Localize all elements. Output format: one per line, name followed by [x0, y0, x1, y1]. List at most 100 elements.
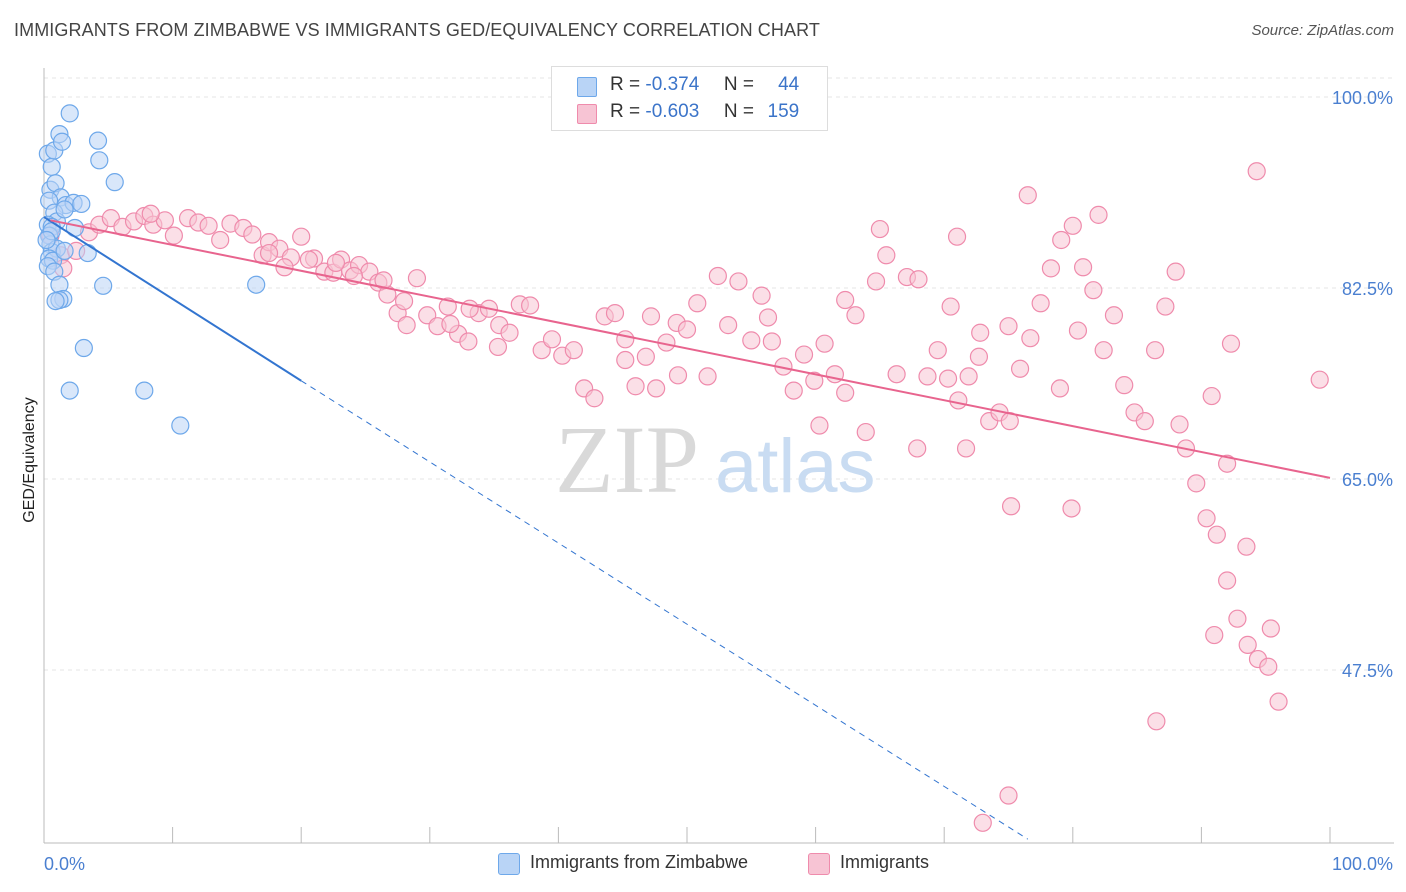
zimbabwe-point	[90, 151, 109, 170]
immigrants-point	[616, 350, 635, 370]
immigrants-point	[973, 813, 992, 832]
immigrants-point	[164, 226, 183, 245]
immigrants-point	[299, 250, 319, 269]
immigrants-point	[1237, 537, 1256, 556]
immigrants-point	[1001, 497, 1021, 516]
immigrants-point	[1238, 635, 1257, 654]
zimbabwe-point	[171, 416, 190, 435]
immigrants-point	[1052, 230, 1071, 250]
r-value: -0.603	[645, 101, 700, 122]
immigrants-point	[784, 381, 803, 400]
immigrants-point	[762, 332, 781, 351]
legend-row-immigrants: R = -0.603 N = 159	[552, 101, 827, 127]
zimbabwe-trend-extension	[300, 380, 1029, 840]
r-label: R =	[610, 101, 641, 122]
immigrants-point	[1031, 294, 1050, 313]
immigrants-point	[1010, 359, 1030, 378]
immigrants-point	[211, 230, 230, 250]
y-tick-label: 47.5%	[1342, 661, 1393, 681]
zimbabwe-point	[55, 200, 74, 219]
chart-title: IMMIGRANTS FROM ZIMBABWE VS IMMIGRANTS G…	[14, 20, 820, 40]
y-tick-label: 100.0%	[1332, 88, 1393, 108]
immigrants-point	[815, 334, 834, 353]
immigrants-point	[641, 307, 661, 326]
immigrants-point	[1218, 454, 1237, 473]
watermark-zip: ZIP	[555, 406, 699, 513]
immigrants-point	[326, 253, 346, 272]
zimbabwe-point	[88, 131, 108, 150]
immigrants-point	[947, 227, 967, 246]
watermark: ZIP atlas	[555, 406, 876, 513]
immigrants-point	[1084, 281, 1103, 300]
immigrants-point	[1146, 341, 1165, 360]
legend-swatch-pink	[577, 104, 597, 124]
immigrants-point	[805, 371, 824, 390]
immigrants-point	[708, 266, 727, 286]
zimbabwe-point	[46, 291, 65, 311]
immigrants-point	[1261, 619, 1280, 638]
immigrants-point	[999, 786, 1018, 805]
immigrants-point	[374, 271, 393, 290]
zimbabwe-point	[42, 157, 61, 176]
immigrants-point	[441, 314, 460, 334]
immigrants-point	[500, 323, 519, 342]
immigrants-point	[394, 291, 414, 311]
zimbabwe-point	[94, 276, 113, 295]
immigrants-point	[1050, 379, 1070, 398]
immigrants-point	[866, 272, 886, 291]
legend-label: Immigrants	[840, 852, 930, 872]
immigrants-point	[908, 439, 927, 458]
immigrants-point	[1073, 258, 1093, 277]
immigrants-point	[141, 204, 160, 223]
gridlines	[44, 77, 1394, 671]
legend-swatch-blue	[498, 853, 520, 875]
series-zimbabwe	[37, 104, 266, 435]
immigrants-point	[1170, 415, 1189, 434]
immigrants-point	[636, 347, 655, 366]
immigrants-point	[836, 290, 855, 310]
immigrants-point	[243, 225, 262, 244]
zimbabwe-point	[55, 241, 74, 260]
immigrants-point	[1135, 412, 1154, 431]
immigrants-point	[918, 367, 937, 386]
immigrants-point	[1147, 712, 1166, 731]
immigrants-point	[1018, 186, 1037, 205]
legend-swatch-blue	[577, 77, 597, 97]
immigrants-point	[1041, 259, 1061, 278]
immigrants-point	[719, 316, 738, 335]
immigrants-point	[1156, 297, 1175, 316]
immigrants-point	[542, 330, 562, 349]
x-tick-label: 0.0%	[44, 854, 85, 874]
immigrants-point	[1207, 525, 1226, 544]
immigrants-point	[1221, 334, 1241, 353]
tick-labels: 47.5% 65.0% 82.5% 100.0% 0.0% 100.0%	[44, 88, 1393, 874]
immigrants-point	[810, 416, 829, 435]
x-tick-label: 100.0%	[1332, 854, 1393, 874]
immigrants-point	[616, 330, 635, 349]
immigrants-point	[758, 308, 778, 327]
immigrants-point	[647, 379, 666, 398]
immigrants-point	[959, 367, 978, 386]
immigrants-point	[938, 369, 958, 388]
n-label: N =	[723, 74, 754, 95]
immigrants-point	[488, 337, 508, 357]
immigrants-point	[397, 316, 416, 335]
legend-row-zimbabwe: R = -0.374 N = 44	[552, 74, 827, 100]
immigrants-point	[688, 294, 707, 313]
immigrants-point	[729, 272, 748, 291]
correlation-legend: R = -0.374 N = 44 R = -0.603 N = 159	[551, 66, 828, 131]
immigrants-point	[585, 389, 604, 408]
immigrants-point	[1247, 162, 1266, 181]
immigrants-point	[877, 246, 896, 265]
r-label: R =	[610, 74, 641, 95]
immigrants-point	[1104, 306, 1124, 325]
zimbabwe-point	[74, 338, 93, 358]
zimbabwe-point	[72, 194, 91, 214]
immigrants-point	[742, 331, 761, 350]
immigrants-point	[407, 269, 427, 288]
immigrants-point	[956, 439, 976, 458]
zimbabwe-point	[247, 275, 266, 294]
immigrants-point	[626, 377, 645, 396]
immigrants-point	[564, 341, 583, 360]
